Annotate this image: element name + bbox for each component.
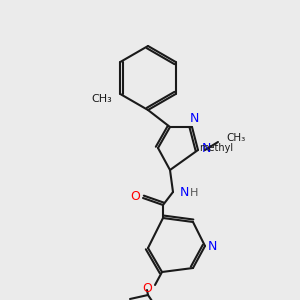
Text: N: N	[180, 187, 189, 200]
Text: CH₃: CH₃	[92, 94, 112, 104]
Text: methyl: methyl	[199, 143, 233, 153]
Text: N: N	[189, 112, 199, 125]
Text: O: O	[130, 190, 140, 202]
Text: N: N	[201, 142, 211, 154]
Text: O: O	[142, 281, 152, 295]
Text: H: H	[190, 188, 198, 198]
Text: N: N	[207, 239, 217, 253]
Text: CH₃: CH₃	[226, 133, 245, 143]
